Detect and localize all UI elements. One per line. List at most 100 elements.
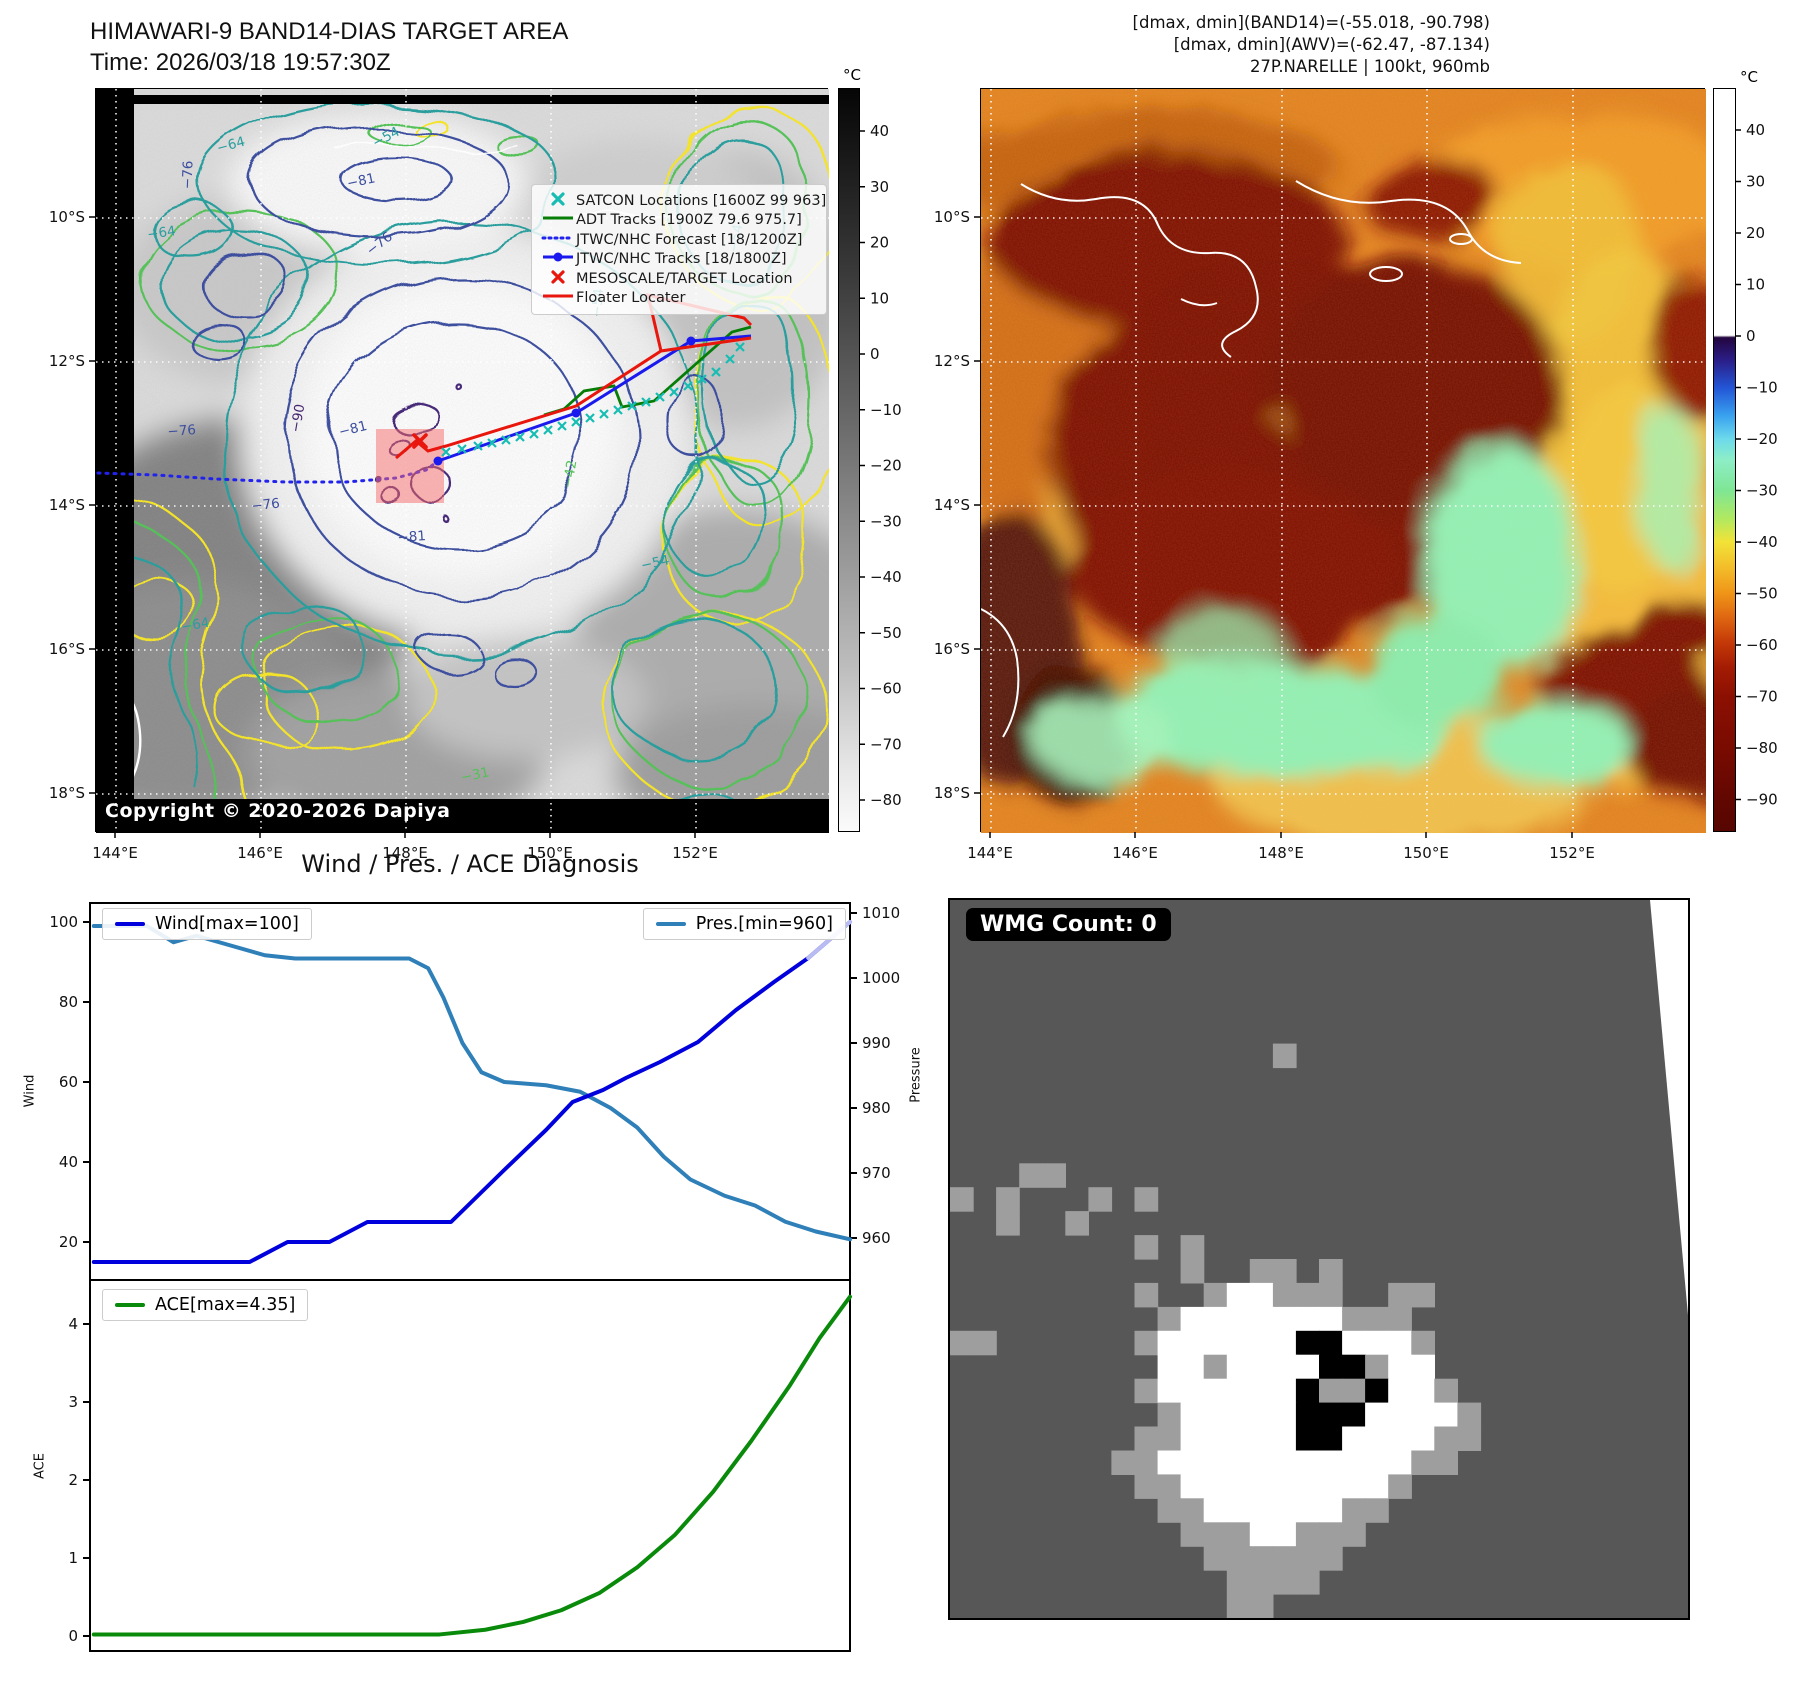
wmg-cell [1203,1498,1228,1523]
wmg-cell [1272,1498,1297,1523]
tick-label: −50 [870,624,902,642]
wmg-cell [1411,1450,1435,1475]
wmg-cell [1249,1594,1274,1619]
wmg-cell [1457,1426,1482,1451]
x-teal-icon [540,191,576,211]
wmg-cell [950,1330,974,1356]
target-x-marker [412,433,428,449]
wmg-cell [996,1211,1020,1236]
wmg-cell [1226,1354,1251,1380]
legend-item-label: SATCON Locations [1600Z 99 963] [576,192,827,209]
jtwc-position-dot [433,456,443,466]
wmg-cell [1249,1570,1274,1595]
legend-item-label: Floater Locater [576,290,686,307]
wmg-cell [1180,1330,1205,1356]
tick-label: 980 [862,1099,891,1117]
storm-info-block: [dmax, dmin](BAND14)=(-55.018, -90.798) … [1133,12,1490,78]
satcon-x-marker [735,342,745,352]
wmg-count-badge: WMG Count: 0 [966,908,1171,941]
legend-item: Floater Locater [540,289,818,309]
chart-line [91,924,852,1242]
tick-label: −80 [870,791,902,809]
wmg-cell [1272,1474,1297,1499]
tick-label: −70 [1746,688,1778,706]
wmg-cell [1342,1450,1366,1475]
tick-label: 4 [68,1315,78,1333]
line-green-icon [540,210,576,230]
tick-label: 18°S [49,784,85,802]
wmg-cell [1272,1522,1297,1547]
storm-tracks-overlay [96,292,753,503]
satcon-x-marker [669,387,679,397]
tick-label: −30 [870,512,902,530]
wmg-cell [1249,1306,1274,1332]
legend-item: SATCON Locations [1600Z 99 963] [540,191,826,211]
satcon-x-marker [557,421,567,431]
legend-item: JTWC/NHC Forecast [18/1200Z] [540,230,818,250]
tick-label: −40 [1746,533,1778,551]
tick-label: −80 [1746,739,1778,757]
pressure-legend-label: Pres.[min=960] [695,914,833,934]
wmg-cell [1295,1330,1320,1356]
satcon-x-marker [683,381,693,391]
tick-label: 40 [59,1153,78,1171]
wmg-cell [1319,1282,1343,1308]
tick-label: 970 [862,1164,891,1182]
satcon-x-marker [441,447,451,457]
wmg-cell [1295,1378,1320,1404]
contour-label: −64 [215,134,247,157]
coastline [980,180,1522,738]
wmg-cell [1134,1450,1159,1475]
wind-axis-label: Wind [22,1074,38,1108]
tick-label: 152°E [1549,844,1595,862]
tick-label: 1 [68,1549,78,1567]
tick-label: −10 [1746,379,1778,397]
satcon-x-marker [711,367,721,377]
wmg-cell [1249,1282,1274,1308]
contour-label: −31 [460,764,491,786]
wmg-cell [1157,1330,1182,1356]
band14-satellite-map: −76−64−54−81−76−64−76−90−81−76−81−54−42−… [16,88,896,844]
wmg-cell [1203,1522,1228,1547]
tick-label: 10°S [49,208,85,226]
tick-label: 0 [1746,327,1756,345]
wind-legend-label: Wind[max=100] [155,914,299,934]
wmg-cell [1295,1354,1320,1380]
wmg-cell [1319,1474,1343,1499]
wind-line-icon [115,921,145,927]
contour-label: −81 [346,170,377,192]
awv-colorbar-unit: °C [1740,68,1758,86]
jtwc-position-dot [571,408,581,418]
satcon-x-marker [655,392,665,402]
tick-label: −70 [870,735,902,753]
satcon-x-marker [599,409,609,419]
awv-satellite-map [941,88,1776,849]
wmg-cell [1295,1306,1320,1332]
contour-label: −42 [560,459,581,490]
tick-label: −30 [1746,482,1778,500]
chart-line [91,920,852,1264]
tick-label: 12°S [49,352,85,370]
wmg-cell [1434,1378,1458,1404]
wmg-cell [1203,1546,1228,1571]
wmg-cell [1434,1426,1458,1451]
wmg-cell [1249,1378,1274,1404]
wmg-cell [1180,1306,1205,1332]
wmg-cell [1319,1259,1343,1284]
wmg-cell [1365,1330,1389,1356]
tick-label: 144°E [967,844,1013,862]
wmg-cell [1249,1354,1274,1380]
wmg-cell [1019,1163,1043,1188]
legend-item: ADT Tracks [1900Z 79.6 975.7] [540,211,818,231]
wmg-cell [1180,1354,1205,1380]
contour-label: −81 [337,418,369,440]
tick-label: 10°S [934,208,970,226]
ace-axis-label: ACE [32,1453,48,1479]
wmg-cell [1226,1426,1251,1451]
wmg-cell [1180,1450,1205,1475]
satcon-x-marker [543,425,553,435]
tick-label: 16°S [49,640,85,658]
wmg-cell [1388,1354,1412,1380]
tick-label: −50 [1746,585,1778,603]
band14-colorbar-unit: °C [843,66,861,84]
